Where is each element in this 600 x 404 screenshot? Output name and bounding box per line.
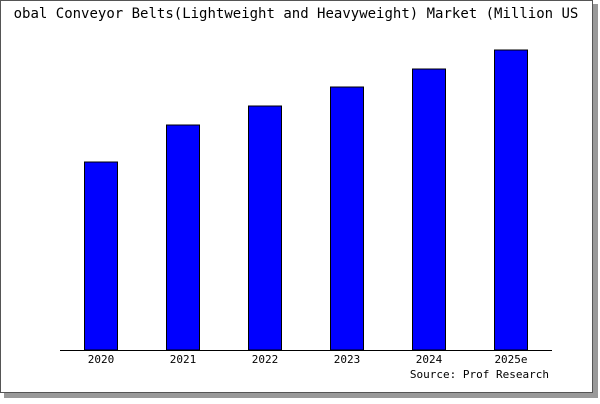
x-tick-label: 2023 xyxy=(334,353,361,366)
bar xyxy=(412,68,446,351)
bar xyxy=(166,124,200,351)
chart-title: obal Conveyor Belts(Lightweight and Heav… xyxy=(14,6,579,22)
x-tick-label: 2020 xyxy=(88,353,115,366)
bar xyxy=(494,49,528,351)
bar xyxy=(330,86,364,351)
x-tick-label: 2022 xyxy=(252,353,279,366)
source-note: Source: Prof Research xyxy=(410,368,549,381)
bar xyxy=(248,105,282,351)
bar xyxy=(84,161,118,351)
x-tick-label: 2024 xyxy=(416,353,443,366)
x-tick-label: 2025e xyxy=(494,353,527,366)
x-tick-label: 2021 xyxy=(170,353,197,366)
